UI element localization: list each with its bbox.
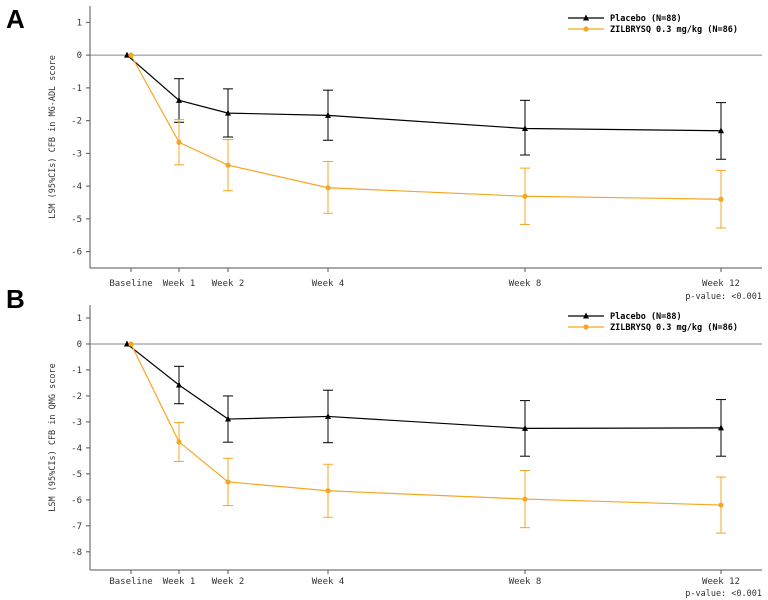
series-line	[130, 343, 722, 506]
y-tick-label: -1	[71, 366, 82, 376]
chart-panel-b: B 1 0 -1 -2 -3 -4 -5 -6 -7 -8 Baseline Week 1 Week 2 W…	[6, 284, 762, 599]
x-tick-label: Week 12	[702, 577, 740, 587]
data-point-circle	[325, 185, 331, 191]
y-tick-label: -2	[71, 117, 82, 127]
data-point-circle	[522, 193, 528, 199]
legend-marker-circle	[583, 26, 589, 32]
y-tick-label: -4	[71, 182, 82, 192]
data-point-circle	[325, 488, 331, 494]
data-point-triangle	[718, 424, 724, 431]
y-tick-label: -4	[71, 444, 82, 454]
y-tick-label: -1	[71, 84, 82, 94]
panel-label: A	[6, 4, 25, 34]
data-point-triangle	[522, 424, 528, 431]
series-placebo	[124, 340, 726, 457]
data-point-triangle	[225, 415, 231, 422]
series-zilbrysq	[128, 52, 726, 229]
y-tick-label: -5	[71, 215, 82, 225]
y-axis-label: LSM (95%CIs) CFB in MG-ADL score	[48, 55, 58, 219]
p-value-annotation: p-value: <0.001	[685, 589, 762, 599]
x-tick-label: Week 2	[212, 577, 245, 587]
series-placebo	[124, 51, 726, 160]
data-point-triangle	[176, 96, 182, 103]
x-tick-label: Week 1	[163, 577, 196, 587]
y-tick-label: -3	[71, 418, 82, 428]
y-tick-label: -3	[71, 149, 82, 159]
data-point-circle	[128, 341, 134, 347]
data-point-triangle	[522, 124, 528, 131]
data-point-circle	[176, 439, 182, 445]
p-value-annotation: p-value: <0.001	[685, 292, 762, 302]
data-point-triangle	[176, 381, 182, 388]
x-tick-label: Week 8	[509, 279, 542, 289]
chart-panel-a: A 1 0 -1 -2 -3 -4 -5 -6 Baseline Week 1 Week 2 Week …	[6, 4, 762, 302]
y-tick-label: 1	[77, 314, 82, 324]
data-point-circle	[225, 479, 231, 485]
x-tick-label: Week 4	[312, 279, 345, 289]
y-tick-label: 0	[77, 51, 82, 61]
y-tick-label: -6	[71, 248, 82, 258]
x-tick-label: Week 4	[312, 577, 345, 587]
legend-label: ZILBRYSQ 0.3 mg/kg (N=86)	[610, 323, 738, 333]
x-tick-label: Baseline	[109, 279, 152, 289]
series-zilbrysq	[128, 341, 726, 534]
data-point-triangle	[718, 127, 724, 134]
data-point-triangle	[225, 109, 231, 116]
y-tick-label: 0	[77, 340, 82, 350]
y-tick-label: -6	[71, 496, 82, 506]
panel-label: B	[6, 284, 25, 314]
data-point-triangle	[325, 412, 331, 419]
data-point-triangle	[124, 51, 130, 58]
y-tick-label: -2	[71, 392, 82, 402]
series-line	[126, 343, 722, 430]
legend: Placebo (N=88)ZILBRYSQ 0.3 mg/kg (N=86)	[568, 312, 738, 333]
legend-marker-triangle	[583, 312, 589, 319]
x-tick-label: Week 2	[212, 279, 245, 289]
data-point-circle	[176, 139, 182, 145]
series-line	[130, 54, 722, 200]
x-tick-label: Baseline	[109, 577, 152, 587]
legend-label: Placebo (N=88)	[610, 14, 682, 24]
data-point-circle	[128, 52, 134, 58]
data-point-circle	[718, 196, 724, 202]
legend-label: ZILBRYSQ 0.3 mg/kg (N=86)	[610, 25, 738, 35]
y-axis-label: LSM (95%CIs) CFB in QMG score	[48, 363, 58, 511]
x-tick-label: Week 1	[163, 279, 196, 289]
data-point-circle	[522, 496, 528, 502]
x-tick-label: Week 8	[509, 577, 542, 587]
data-point-circle	[718, 502, 724, 508]
x-tick-label: Week 12	[702, 279, 740, 289]
legend: Placebo (N=88)ZILBRYSQ 0.3 mg/kg (N=86)	[568, 14, 738, 35]
y-tick-label: -7	[71, 522, 82, 532]
y-tick-label: -5	[71, 470, 82, 480]
legend-marker-triangle	[583, 14, 589, 21]
data-point-circle	[225, 162, 231, 168]
y-tick-label: 1	[77, 18, 82, 28]
data-point-triangle	[325, 111, 331, 118]
data-point-triangle	[124, 340, 130, 347]
y-tick-label: -8	[71, 548, 82, 558]
legend-marker-circle	[583, 324, 589, 330]
series-line	[126, 54, 722, 132]
legend-label: Placebo (N=88)	[610, 312, 682, 322]
